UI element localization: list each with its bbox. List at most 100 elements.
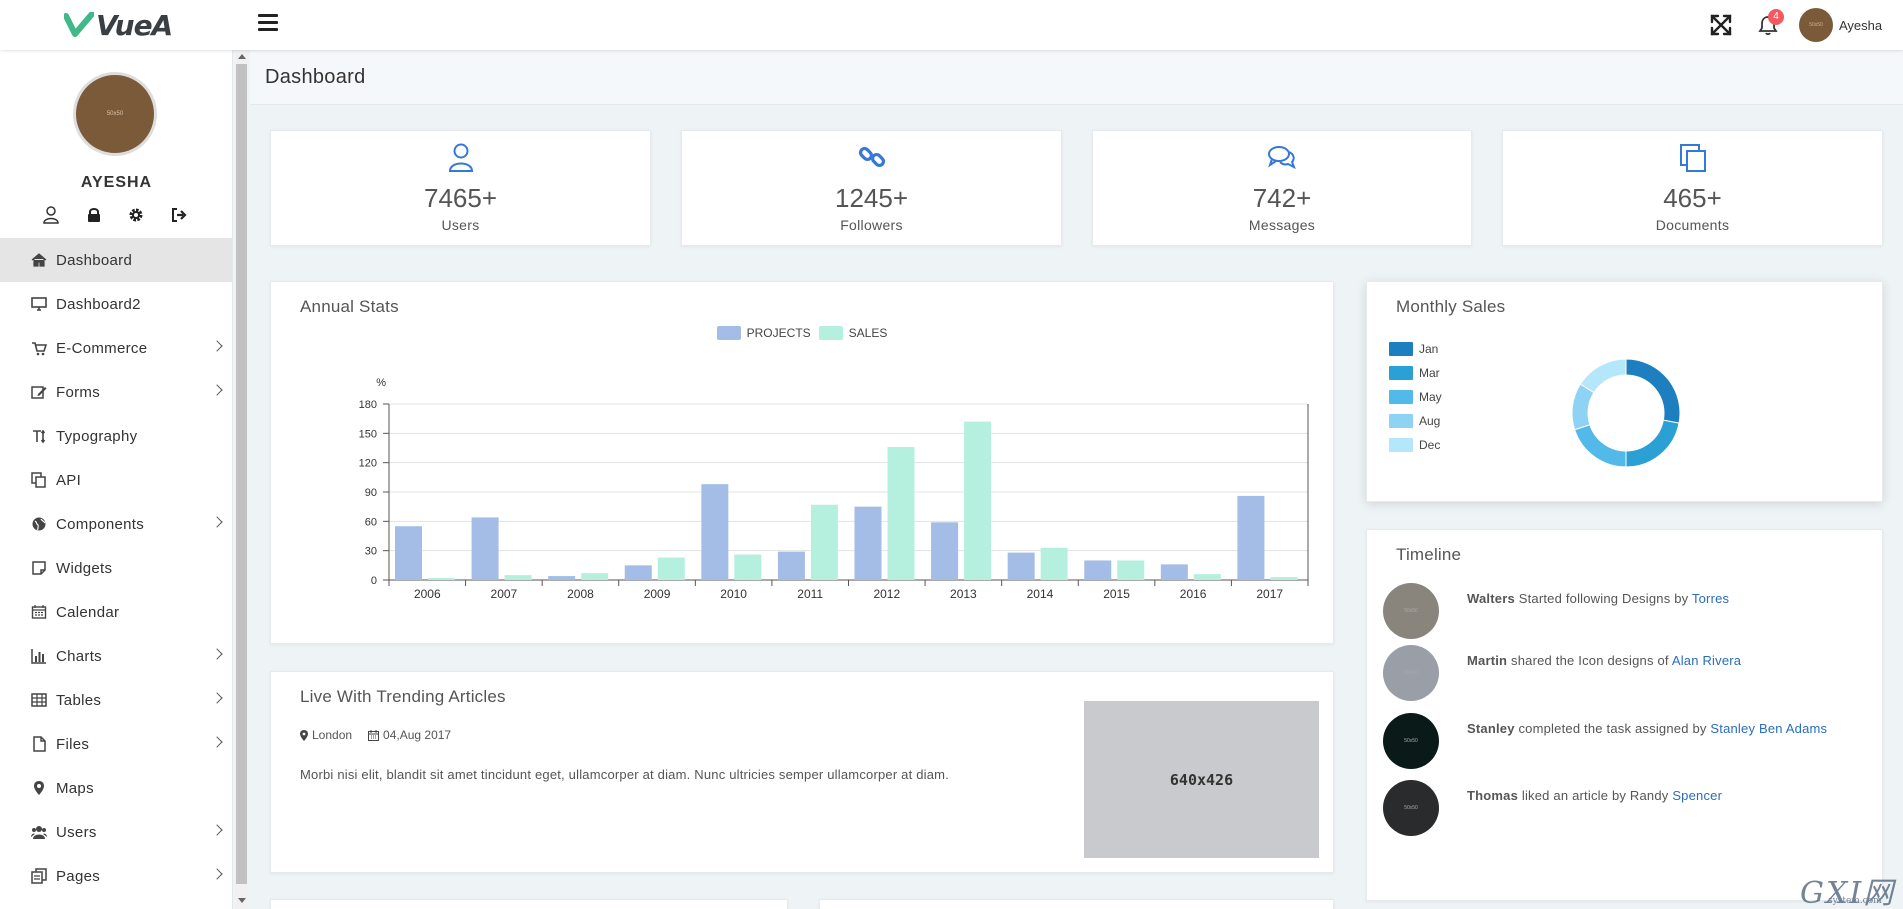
timeline-link[interactable]: Alan Rivera [1671,653,1742,668]
sidebar-item-forms[interactable]: Forms [0,370,232,414]
sidebar-item-api[interactable]: API [0,458,232,502]
bottom-card-right [819,899,1334,909]
legend-label: Dec [1419,438,1441,452]
bar-sales-2015 [1117,560,1145,580]
bar-projects-2016 [1160,564,1188,580]
profile-button[interactable] [40,204,62,226]
scroll-up-arrow[interactable] [238,54,246,59]
timeline-link[interactable]: Spencer [1672,788,1723,803]
bar-chart-icon [31,649,46,664]
legend-item-projects[interactable]: PROJECTS [716,326,811,340]
table-icon [31,693,47,707]
sidebar-item-label: Maps [56,779,94,797]
bar-projects-2014 [1007,552,1035,580]
sidebar-item-tables[interactable]: Tables [0,678,232,722]
sidebar-item-label: Files [56,735,90,753]
sidebar-item-widgets[interactable]: Widgets [0,546,232,590]
sidebar-item-pages[interactable]: Pages [0,854,232,898]
y-tick-label: 30 [365,546,377,558]
sidebar-item-typography[interactable]: Typography [0,414,232,458]
legend-item-aug[interactable]: Aug [1389,409,1442,433]
x-tick-label: 2010 [720,587,747,601]
desktop-icon-wrap [30,295,48,313]
users-icon-wrap [30,823,48,841]
donut-slice-mar[interactable] [1625,419,1680,468]
sidebar-item-users[interactable]: Users [0,810,232,854]
y-tick-label: 120 [359,458,377,470]
sidebar-item-calendar[interactable]: Calendar [0,590,232,634]
desktop-icon [31,297,47,311]
timeline-user[interactable]: Stanley [1467,721,1515,736]
timeline-item: 50x50 Thomas liked an article by Randy Sp… [1383,780,1722,836]
chevron-right-icon [211,692,223,704]
article-meta: London 04,Aug 2017 [300,728,451,742]
timeline-link[interactable]: Torres [1691,591,1730,606]
timeline-action: shared the Icon designs of [1511,653,1669,668]
sidebar-item-components[interactable]: Components [0,502,232,546]
bar-projects-2017 [1237,495,1265,580]
sidebar-item-e-commerce[interactable]: E-Commerce [0,326,232,370]
bar-sales-2006 [428,578,455,580]
legend-item-jan[interactable]: Jan [1389,337,1442,361]
avatar: 50x50 [1383,583,1439,639]
comments-icon [1268,146,1296,170]
profile-actions [40,204,190,226]
timeline-user[interactable]: Walters [1467,591,1515,606]
legend-item-may[interactable]: May [1389,385,1442,409]
monthly-sales-donut-chart [1571,358,1681,468]
sidebar-item-label: Typography [56,427,138,445]
legend-item-sales[interactable]: SALES [818,326,887,340]
copy-icon [31,472,46,488]
stat-label: Followers [840,217,903,233]
lock-button[interactable] [83,204,105,226]
watermark: GXI网 system.com [1800,868,1895,909]
table-icon-wrap [30,691,48,709]
timeline-link[interactable]: Stanley Ben Adams [1710,721,1828,736]
timeline-user[interactable]: Martin [1467,653,1508,668]
vue-check-icon [64,12,94,37]
stat-value: 1245+ [834,183,909,213]
card-title[interactable]: Live With Trending Articles [300,687,506,706]
chart-legend: PROJECTS SALES [271,326,1333,340]
trending-articles-card: Live With Trending Articles London 04,Au… [270,671,1334,873]
timeline-user[interactable]: Thomas [1467,788,1519,803]
logo[interactable]: VueA [64,8,173,42]
map-marker-icon [300,729,308,741]
y-tick-label: 60 [365,516,377,528]
donut-slice-dec[interactable] [1579,358,1627,394]
donut-slice-may[interactable] [1574,424,1627,468]
sidebar-item-maps[interactable]: Maps [0,766,232,810]
bar-projects-2011 [777,551,805,580]
sticky-note-icon [32,561,46,575]
fullscreen-icon[interactable] [1710,14,1732,36]
legend-label: Jan [1419,342,1439,356]
legend-item-dec[interactable]: Dec [1389,433,1442,457]
bar-sales-2010 [734,554,762,580]
logout-button[interactable] [168,204,190,226]
avatar-placeholder-text: 50x50 [1404,670,1418,676]
sidebar-item-charts[interactable]: Charts [0,634,232,678]
chevron-right-icon [211,736,223,748]
user-menu[interactable]: 50x50 Ayesha [1799,8,1882,42]
scroll-down-arrow[interactable] [238,898,246,903]
x-tick-label: 2015 [1103,587,1130,601]
sidebar-item-dashboard[interactable]: Dashboard [0,238,232,282]
sidebar-item-label: Tables [56,691,102,709]
copy-icon-wrap [30,471,48,489]
sidebar-item-files[interactable]: Files [0,722,232,766]
chevron-right-icon [211,340,223,352]
stat-card-followers: 1245+ Followers [681,130,1062,246]
timeline-item: 50x50 Walters Started following Designs b… [1383,583,1729,639]
y-tick-label: 90 [365,487,377,499]
menu-toggle-button[interactable] [258,14,278,34]
sidebar-item-label: E-Commerce [56,339,148,357]
donut-slice-jan[interactable] [1625,358,1681,424]
sidebar-item-dashboard2[interactable]: Dashboard2 [0,282,232,326]
sidebar-scrollbar[interactable] [235,50,248,909]
stat-card-messages: 742+ Messages [1092,130,1472,246]
settings-button[interactable] [125,204,147,226]
legend-item-mar[interactable]: Mar [1389,361,1442,385]
sidebar-item-label: Pages [56,867,101,885]
x-tick-label: 2007 [491,587,518,601]
scrollbar-thumb[interactable] [236,64,247,884]
